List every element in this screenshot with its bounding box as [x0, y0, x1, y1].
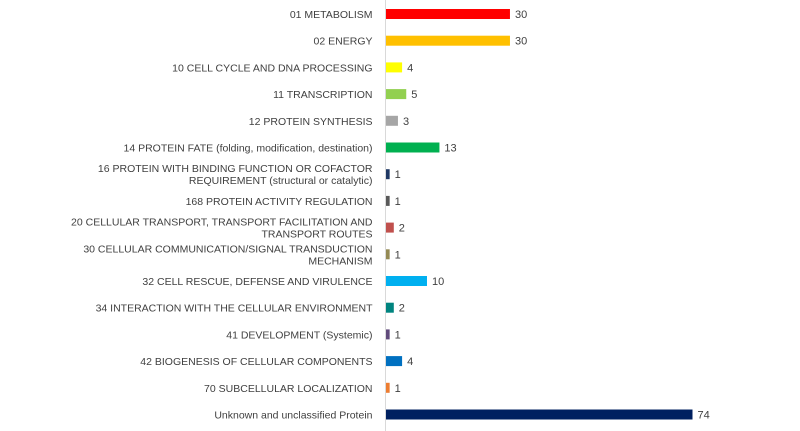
bar-9	[385, 249, 390, 260]
value-label-0: 30	[515, 9, 527, 21]
category-label-5: 14 PROTEIN FATE (folding, modification, …	[124, 143, 373, 155]
category-label-0: 01 METABOLISM	[290, 9, 373, 21]
category-label-8-line-1: TRANSPORT ROUTES	[261, 229, 372, 241]
category-label-3-line-0: 11 TRANSCRIPTION	[273, 89, 372, 101]
category-label-8: 20 CELLULAR TRANSPORT, TRANSPORT FACILIT…	[71, 217, 373, 241]
category-label-3: 11 TRANSCRIPTION	[273, 89, 372, 101]
bar-15	[385, 409, 693, 420]
bar-0	[385, 9, 510, 19]
bar-5	[385, 142, 440, 153]
category-label-6-line-1: REQUIREMENT (structural or catalytic)	[189, 175, 373, 187]
category-label-1: 02 ENERGY	[314, 36, 373, 48]
bar-3	[385, 89, 407, 100]
value-label-6: 1	[395, 169, 401, 181]
category-label-12: 41 DEVELOPMENT (Systemic)	[226, 329, 372, 341]
category-label-15-line-0: Unknown and unclassified Protein	[214, 410, 372, 422]
category-label-1-line-0: 02 ENERGY	[314, 36, 373, 48]
value-label-4: 3	[403, 116, 409, 128]
category-label-15: Unknown and unclassified Protein	[214, 410, 372, 422]
value-label-3: 5	[411, 89, 417, 101]
value-label-1: 30	[515, 36, 527, 48]
category-label-8-line-0: 20 CELLULAR TRANSPORT, TRANSPORT FACILIT…	[71, 217, 373, 229]
category-label-4: 12 PROTEIN SYNTHESIS	[249, 116, 373, 128]
category-label-11: 34 INTERACTION WITH THE CELLULAR ENVIRON…	[96, 303, 374, 315]
value-label-2: 4	[407, 62, 413, 74]
category-label-7: 168 PROTEIN ACTIVITY REGULATION	[186, 196, 373, 208]
bar-10	[385, 276, 427, 286]
category-label-2: 10 CELL CYCLE AND DNA PROCESSING	[172, 62, 372, 74]
category-label-10-line-0: 32 CELL RESCUE, DEFENSE AND VIRULENCE	[142, 276, 372, 288]
category-label-0-line-0: 01 METABOLISM	[290, 9, 373, 21]
category-label-12-line-0: 41 DEVELOPMENT (Systemic)	[226, 329, 372, 341]
bar-1	[385, 35, 510, 46]
value-label-7: 1	[395, 196, 401, 208]
category-label-2-line-0: 10 CELL CYCLE AND DNA PROCESSING	[172, 62, 372, 74]
bar-12	[385, 329, 390, 340]
category-labels: 01 METABOLISM 02 ENERGY 10 CELL CYCLE AND …	[71, 9, 373, 422]
value-label-8: 2	[399, 223, 405, 235]
value-label-11: 2	[399, 303, 405, 315]
value-label-9: 1	[395, 249, 401, 261]
category-label-9: 30 CELLULAR COMMUNICATION/SIGNAL TRANSDU…	[83, 243, 372, 267]
value-label-5: 13	[444, 143, 456, 155]
bar-14	[385, 382, 390, 393]
bar-4	[385, 115, 398, 126]
category-label-6: 16 PROTEIN WITH BINDING FUNCTION OR COFA…	[98, 163, 373, 187]
bar-13	[385, 356, 403, 367]
bar-8	[385, 222, 394, 233]
category-label-9-line-0: 30 CELLULAR COMMUNICATION/SIGNAL TRANSDU…	[83, 243, 372, 255]
category-label-7-line-0: 168 PROTEIN ACTIVITY REGULATION	[186, 196, 373, 208]
value-label-10: 10	[432, 276, 444, 288]
value-labels: 30 30 4 5 3 13 1 1 2 1 10 2 1 4 1 74	[395, 9, 710, 422]
bars	[385, 9, 693, 420]
category-label-14: 70 SUBCELLULAR LOCALIZATION	[204, 383, 372, 395]
bar-7	[385, 195, 390, 206]
category-label-10: 32 CELL RESCUE, DEFENSE AND VIRULENCE	[142, 276, 372, 288]
bar-6	[385, 169, 390, 180]
category-label-9-line-1: MECHANISM	[308, 255, 372, 267]
bar-2	[385, 62, 403, 73]
category-label-6-line-0: 16 PROTEIN WITH BINDING FUNCTION OR COFA…	[98, 163, 373, 175]
value-label-13: 4	[407, 356, 413, 368]
category-label-13: 42 BIOGENESIS OF CELLULAR COMPONENTS	[140, 356, 372, 368]
category-label-14-line-0: 70 SUBCELLULAR LOCALIZATION	[204, 383, 372, 395]
value-label-14: 1	[395, 383, 401, 395]
category-label-13-line-0: 42 BIOGENESIS OF CELLULAR COMPONENTS	[140, 356, 372, 368]
bar-11	[385, 302, 394, 313]
value-label-15: 74	[698, 410, 710, 422]
value-label-12: 1	[395, 329, 401, 341]
category-label-4-line-0: 12 PROTEIN SYNTHESIS	[249, 116, 373, 128]
category-label-5-line-0: 14 PROTEIN FATE (folding, modification, …	[124, 143, 373, 155]
category-label-11-line-0: 34 INTERACTION WITH THE CELLULAR ENVIRON…	[96, 303, 374, 315]
